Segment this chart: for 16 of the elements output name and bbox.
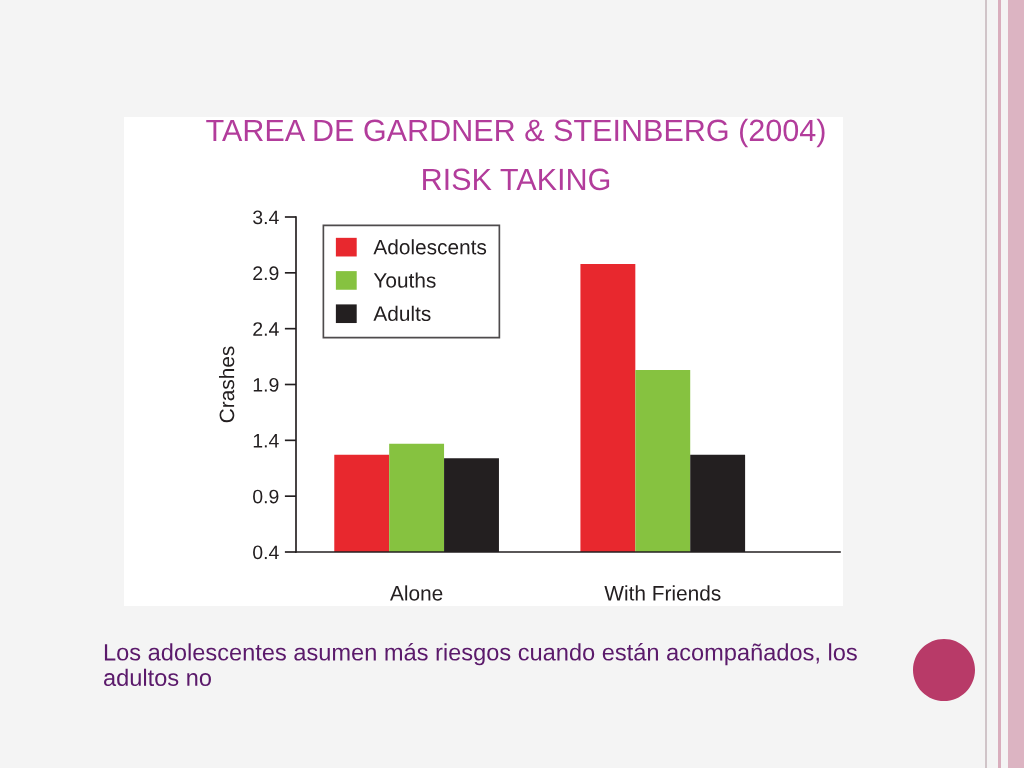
legend-label: Adults [373,305,431,322]
chart-subtitle: RISK TAKING [423,168,610,191]
legend-label: Youths [373,272,436,288]
y-tick-label: 2.9 [253,266,279,281]
x-tick-label: Alone [390,585,443,601]
y-axis-title: Crashes [219,346,235,423]
y-tick-label: 1.9 [253,377,279,392]
chart-title: TAREA DE GARDNER & STEINBERG (2004) [206,118,825,148]
y-tick-label: 1.4 [253,434,279,448]
text: Los adolescentes asumen más riesgos cuando están acompañados, los adultos no [104,643,857,687]
y-tick-label: 0.9 [253,489,279,504]
legend-label: Adolescents [373,239,487,255]
x-tick-label: With Friends [604,585,721,601]
y-tick-label: 2.4 [253,322,279,336]
y-tick-label: 0.4 [253,545,279,560]
y-tick-label: 3.4 [253,210,279,225]
